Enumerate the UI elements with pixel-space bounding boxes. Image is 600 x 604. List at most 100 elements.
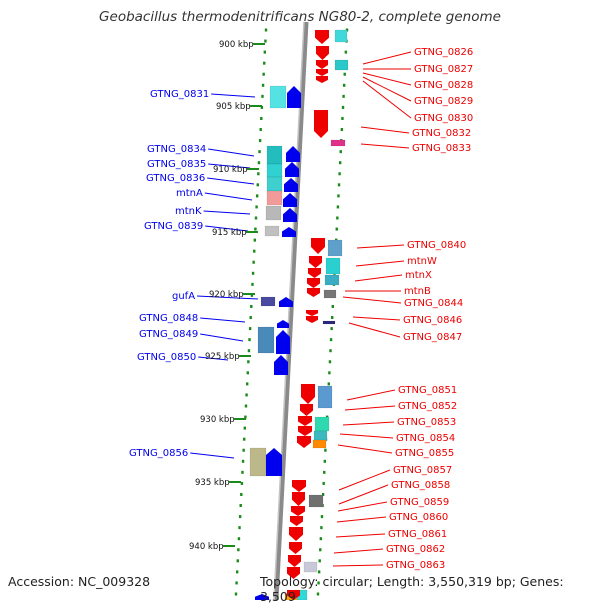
tick-dot: [235, 581, 238, 585]
reverse-leader-line: [335, 533, 386, 538]
tick-dot: [341, 105, 345, 109]
forward-gene-arrow: [283, 193, 297, 207]
reverse-gene-arrow: [306, 316, 318, 323]
gene-label-gtng-0840: GTNG_0840: [407, 240, 466, 251]
gene-label-gtng-0829: GTNG_0829: [414, 96, 473, 107]
forward-gene-arrow: [286, 146, 300, 162]
feature-box: [325, 257, 341, 275]
reverse-gene-arrow: [316, 76, 328, 83]
forward-gene-arrow: [285, 162, 299, 177]
reverse-gene-arrow: [316, 46, 329, 60]
tick-dot: [260, 105, 264, 109]
kbp-label-900-kbp: 900 kbp: [219, 40, 254, 50]
tick-dot: [327, 382, 331, 386]
feature-box: [264, 225, 280, 237]
tick-dot: [237, 537, 241, 541]
tick-dot: [328, 371, 331, 375]
gene-label-gtng-0857: GTNG_0857: [393, 465, 452, 476]
feature-box: [317, 385, 333, 409]
gene-label-gtng-0828: GTNG_0828: [414, 80, 473, 91]
reverse-leader-line: [360, 126, 410, 134]
gene-label-gtng-0834: GTNG_0834: [147, 144, 206, 155]
tick-dot: [331, 304, 334, 308]
tick-dot: [237, 548, 240, 552]
tick-dot: [255, 205, 258, 209]
tick-dot: [319, 537, 323, 541]
gene-label-gtng-0858: GTNG_0858: [391, 480, 450, 491]
reverse-gene-arrow: [301, 384, 315, 404]
gene-label-mtnb: mtnB: [404, 286, 431, 297]
forward-leader-line: [207, 177, 255, 185]
tick-dot: [249, 316, 252, 320]
forward-leader-line: [208, 148, 255, 157]
reverse-leader-line: [342, 421, 395, 426]
reverse-leader-line: [355, 260, 405, 267]
tick-dot: [263, 50, 267, 54]
reverse-gene-arrow: [300, 404, 313, 416]
reverse-leader-line: [362, 51, 412, 65]
reverse-gene-labels: GTNG_0826 GTNG_0827 GTNG_0828 GTNG_0829 GTNG…: [386, 47, 473, 571]
feature-box: [303, 561, 318, 573]
reverse-leader-line: [344, 405, 396, 411]
tick-dot: [263, 61, 266, 65]
kbp-label-930-kbp: 930 kbp: [200, 415, 235, 425]
forward-gene-arrow: [282, 227, 296, 237]
tick-dot: [255, 194, 259, 198]
reverse-gene-arrow: [290, 516, 303, 526]
reverse-gene-arrow: [288, 555, 301, 567]
tick-dot: [343, 72, 346, 76]
reverse-leader-line: [354, 274, 403, 282]
reverse-gene-arrow: [316, 69, 328, 76]
forward-gene-arrow: [274, 355, 288, 375]
tick-dots: [234, 28, 349, 596]
feature-box: [312, 439, 327, 449]
tick-dot: [336, 205, 340, 209]
gene-label-gtng-0851: GTNG_0851: [398, 385, 457, 396]
reverse-gene-arrow: [309, 256, 322, 268]
tick-dot: [335, 227, 338, 231]
feature-box: [266, 176, 283, 192]
reverse-leader-line: [360, 143, 410, 149]
tick-dot: [316, 592, 320, 596]
reverse-gene-arrow: [314, 110, 328, 138]
feature-box: [327, 239, 343, 257]
tick-dot: [340, 128, 344, 132]
reverse-gene-arrow: [287, 590, 300, 600]
tick-dot: [241, 470, 244, 474]
kbp-labels: 900 kbp 905 kbp 910 kbp 915 kbp 920 kbp 925 k…: [189, 40, 265, 552]
tick-dot: [238, 515, 242, 519]
reverse-leader-line: [362, 76, 412, 102]
tick-dot: [246, 371, 249, 375]
gene-label-gtng-0853: GTNG_0853: [397, 417, 456, 428]
forward-gene-arrow: [255, 594, 269, 600]
tick-dot: [236, 559, 239, 563]
reverse-leader-line: [333, 548, 384, 554]
tick-dot: [248, 338, 251, 342]
feature-box: [266, 163, 283, 178]
reverse-leader-line: [356, 244, 405, 249]
tick-dot: [251, 282, 254, 286]
tick-dot: [243, 426, 247, 430]
tick-dot: [245, 382, 249, 386]
kbp-label-925-kbp: 925 kbp: [205, 352, 240, 362]
tick-dot: [317, 581, 320, 585]
genome-backbone: [273, 21, 309, 600]
forward-leader-line: [200, 333, 244, 342]
tick-dot: [250, 304, 253, 308]
gene-label-gtng-0863: GTNG_0863: [386, 560, 445, 571]
tick-dot: [317, 570, 321, 574]
gene-label-gtng-0831: GTNG_0831: [150, 89, 209, 100]
feature-box: [269, 85, 287, 109]
tick-dot: [264, 28, 268, 32]
reverse-gene-arrow: [297, 436, 311, 448]
tick-dot: [256, 183, 259, 187]
gene-label-gtng-0850: GTNG_0850: [137, 352, 196, 363]
tick-dot: [329, 349, 332, 353]
tick-dot: [239, 504, 242, 508]
reverse-gene-arrow: [292, 492, 305, 506]
reverse-leader-line: [336, 516, 387, 523]
tick-dot: [323, 470, 326, 474]
tick-dot: [264, 39, 267, 43]
kbp-label-910-kbp: 910 kbp: [213, 165, 248, 175]
tick-dot: [337, 194, 340, 198]
